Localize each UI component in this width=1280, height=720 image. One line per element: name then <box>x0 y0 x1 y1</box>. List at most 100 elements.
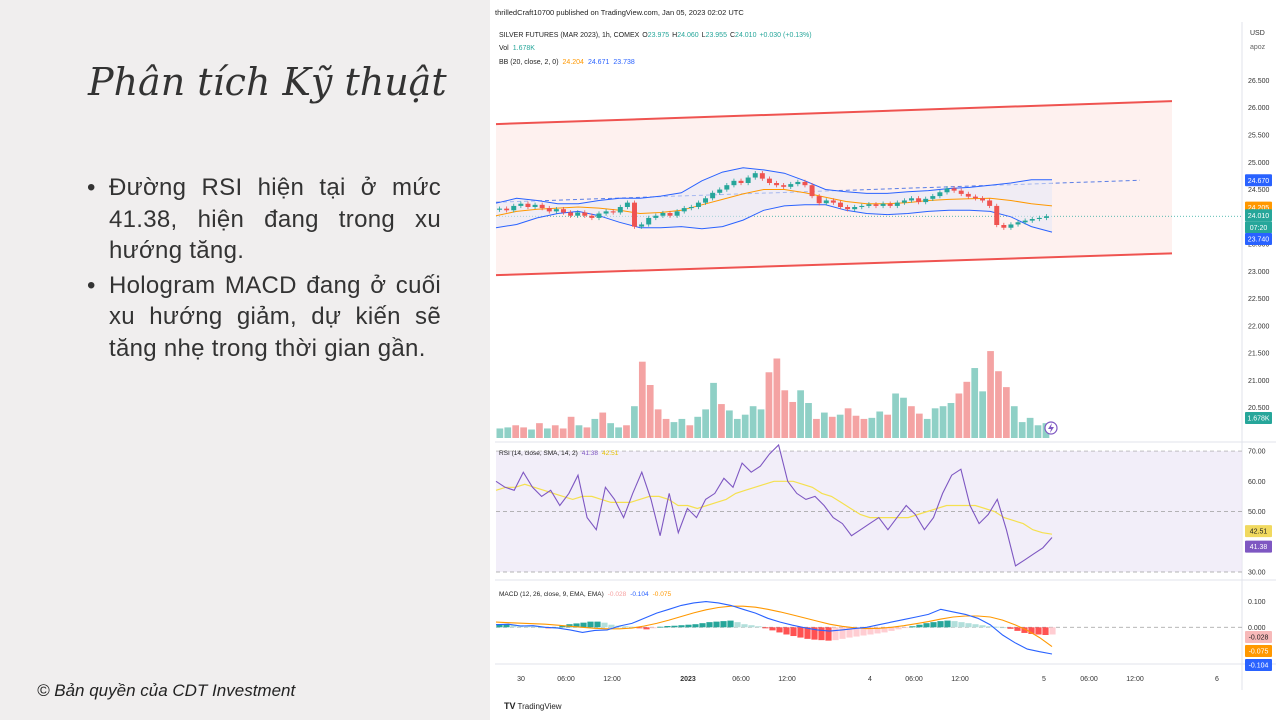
candle <box>901 200 907 203</box>
macd-tick-label: 0.000 <box>1248 625 1266 632</box>
copyright-note: © Bản quyền của CDT Investment <box>37 681 296 700</box>
macd-hist-bar <box>1028 627 1035 634</box>
macd-hist-bar <box>538 627 545 629</box>
candle <box>688 207 694 209</box>
rsi-sma-line <box>495 480 1053 535</box>
macd-pane[interactable] <box>495 601 1242 655</box>
macd-hist-bar <box>811 627 818 640</box>
volume-bar <box>836 414 844 438</box>
macd-hist-bar <box>699 623 706 628</box>
volume-bar <box>939 406 947 438</box>
ohlc-low: 23.955 <box>706 32 728 39</box>
tradingview-brand: TV TradingView <box>504 701 562 711</box>
candle <box>887 203 893 206</box>
volume-bar <box>1003 387 1010 438</box>
macd-hist-bar <box>860 627 867 636</box>
volume-bar <box>718 404 725 438</box>
candle <box>717 189 723 193</box>
price-badge-countdown-bg <box>1245 221 1272 234</box>
macd-hist-bar <box>783 627 790 635</box>
macd-hist-bar <box>965 623 972 628</box>
macd-hist-bar <box>734 622 741 628</box>
volume-bar <box>892 393 899 438</box>
macd-hist-bar <box>727 620 734 628</box>
candle <box>653 215 659 218</box>
price-axis[interactable]: 26.500 26.000 25.500 25.000 24.500 23.500 23.0… <box>1245 78 1272 671</box>
volume-bar <box>765 372 773 438</box>
ohlc-open: 23.975 <box>648 32 670 39</box>
volume-bar <box>979 391 986 438</box>
macd-legend: MACD (12, 26, close, 9, EMA, EMA) -0.028-… <box>499 591 671 598</box>
rsi-tick-label: 50.00 <box>1248 509 1266 516</box>
macd-line-value: -0.104 <box>630 591 649 598</box>
price-tick-label: 21.500 <box>1248 351 1270 358</box>
candle <box>539 204 545 209</box>
candle <box>795 181 801 185</box>
price-tick-label: 20.500 <box>1248 405 1270 412</box>
slide-title: Phân tích Kỹ thuật <box>88 60 447 104</box>
candle <box>965 193 971 197</box>
candle <box>1043 216 1049 218</box>
candle <box>781 185 787 187</box>
volume-bar <box>686 425 694 438</box>
price-pane[interactable] <box>495 100 1242 277</box>
volume-bar <box>591 418 599 438</box>
bb-basis-line <box>495 189 1053 217</box>
candle <box>731 180 737 186</box>
time-axis[interactable]: 30 06:00 12:00 2023 06:00 12:00 4 06:00 12:00 5 06… <box>517 676 1219 683</box>
volume-bar <box>670 422 678 438</box>
macd-hist-bar <box>643 627 650 630</box>
macd-hist-bar <box>958 622 965 628</box>
macd-hist-bar <box>608 624 615 628</box>
macd-hist-bar <box>916 624 923 628</box>
candle <box>873 204 879 206</box>
volume-bar <box>520 427 527 438</box>
candle <box>859 205 865 207</box>
macd-tick-label: 0.100 <box>1248 599 1266 606</box>
candle <box>1015 222 1021 225</box>
macd-hist-bar <box>741 624 748 628</box>
price-tick-label: 23.000 <box>1248 269 1270 276</box>
volume-badge: 1.678K <box>1247 416 1270 423</box>
candle <box>646 217 652 225</box>
rsi-tick-label: 60.00 <box>1248 479 1266 486</box>
macd-hist-bar <box>559 625 566 628</box>
time-tick-label: 12:00 <box>603 676 621 683</box>
volume-bar <box>781 390 789 438</box>
macd-hist-bar <box>510 624 517 628</box>
candle <box>816 196 822 204</box>
macd-hist-bar <box>993 626 1000 628</box>
volume-bar <box>741 414 749 438</box>
volume-badge-bg <box>1245 412 1272 424</box>
volume-bar <box>757 409 765 438</box>
macd-hist-bar <box>832 627 839 641</box>
volume-bar <box>583 427 591 438</box>
symbol-legend: SILVER FUTURES (MAR 2023), 1h, COMEX O23.… <box>499 32 812 39</box>
time-tick-label: 06:00 <box>557 676 575 683</box>
candle <box>603 211 609 214</box>
candle <box>852 207 858 210</box>
volume-bar <box>678 418 686 438</box>
price-badge-bb-lower: 23.740 <box>1248 237 1270 244</box>
candle <box>830 200 836 203</box>
volume-bar <box>963 381 971 438</box>
volume-bar <box>749 406 757 438</box>
time-tick-label: 2023 <box>680 676 696 683</box>
rsi-pane[interactable] <box>495 443 1242 573</box>
time-tick-label: 5 <box>1042 676 1046 683</box>
candle <box>632 202 637 227</box>
candle <box>518 203 524 206</box>
bb-lower-line <box>495 204 1053 233</box>
candle <box>1036 217 1042 219</box>
bullet-list: Đường RSI hiện tại ở mức 41.38, hiện đan… <box>85 172 441 367</box>
volume-bar <box>496 428 504 438</box>
price-badge-bb-upper-bg <box>1245 174 1272 187</box>
volume-bar <box>638 361 646 438</box>
volume-bar <box>876 411 884 438</box>
macd-hist-bar <box>720 621 727 628</box>
macd-hist-bar <box>818 627 825 641</box>
candle <box>916 198 922 203</box>
bb-upper-value: 24.671 <box>588 59 610 66</box>
macd-hist-bar <box>825 627 832 641</box>
price-tick-label: 26.500 <box>1248 78 1270 85</box>
